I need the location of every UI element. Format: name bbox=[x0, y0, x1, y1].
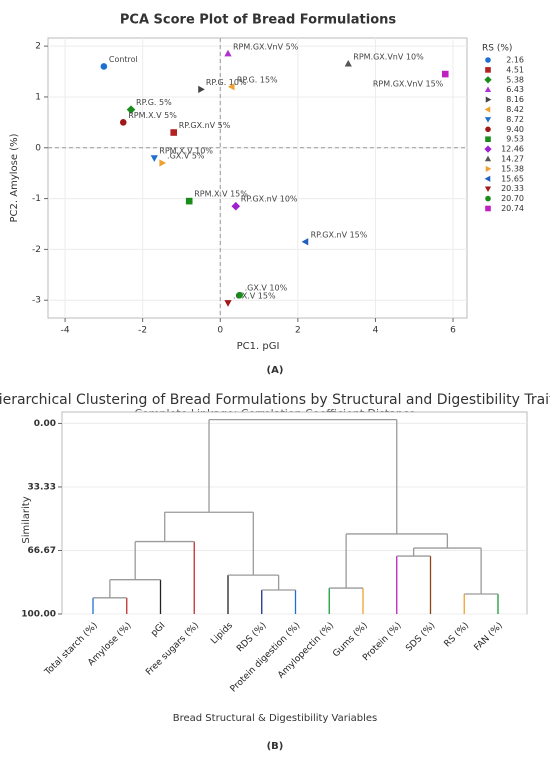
legend-label: 9.53 bbox=[506, 135, 524, 144]
leaf-label: FAN (%) bbox=[473, 621, 505, 653]
leaf-label: Total starch (%) bbox=[42, 621, 99, 678]
point-label: RP.G. 5% bbox=[136, 98, 172, 107]
x-tick-label: -2 bbox=[138, 326, 147, 336]
legend-label: 2.16 bbox=[506, 56, 524, 65]
point bbox=[484, 145, 492, 153]
y-tick-label: -3 bbox=[32, 296, 41, 306]
point bbox=[301, 238, 309, 246]
y-tick-label: -1 bbox=[32, 194, 41, 204]
y-tick-label: -2 bbox=[32, 245, 41, 255]
point bbox=[185, 197, 193, 205]
legend-label: 20.70 bbox=[501, 194, 524, 203]
panel-label: (A) bbox=[267, 365, 284, 376]
point-label: RPM.X.V 15% bbox=[194, 190, 248, 199]
point bbox=[119, 119, 127, 126]
point bbox=[485, 57, 491, 63]
leaf-label: RS (%) bbox=[443, 621, 472, 650]
point bbox=[484, 175, 491, 182]
legend-label: 4.51 bbox=[506, 65, 524, 74]
point bbox=[484, 76, 492, 84]
point bbox=[227, 83, 235, 91]
point-label: Control bbox=[109, 55, 138, 64]
point bbox=[484, 155, 492, 162]
x-tick-label: 6 bbox=[450, 326, 456, 336]
legend-label: 20.74 bbox=[501, 204, 524, 213]
point bbox=[484, 117, 492, 123]
y-tick-label: 2 bbox=[35, 42, 41, 52]
point bbox=[485, 67, 491, 73]
y-tick-label: 0 bbox=[35, 143, 41, 153]
point bbox=[170, 129, 177, 136]
chart-title: Hierarchical Clustering of Bread Formula… bbox=[0, 392, 550, 408]
y-tick-label: 0.00 bbox=[34, 419, 56, 429]
point bbox=[159, 159, 167, 167]
leaf-label: pGI bbox=[149, 621, 167, 639]
legend-label: 8.42 bbox=[506, 105, 524, 114]
point bbox=[485, 165, 492, 172]
y-axis-label: Similarity bbox=[21, 496, 32, 543]
point bbox=[485, 195, 491, 202]
panel-label: (B) bbox=[267, 741, 284, 752]
point-label: .GX.V 10% bbox=[245, 284, 288, 293]
leaf-label: RDS (%) bbox=[235, 621, 268, 654]
legend-label: 6.43 bbox=[506, 85, 524, 94]
y-tick-label: 1 bbox=[35, 92, 41, 102]
point bbox=[231, 201, 241, 211]
point bbox=[441, 70, 449, 78]
y-tick-label: 100.00 bbox=[21, 610, 56, 620]
point bbox=[344, 59, 352, 67]
point bbox=[485, 126, 491, 133]
x-tick-label: 4 bbox=[373, 326, 379, 336]
legend-label: 8.16 bbox=[506, 95, 524, 104]
point bbox=[484, 86, 492, 92]
legend-title: RS (%) bbox=[482, 44, 512, 54]
legend-label: 20.33 bbox=[501, 184, 524, 193]
legend-label: 5.38 bbox=[506, 75, 524, 84]
point bbox=[484, 106, 491, 113]
point bbox=[100, 63, 108, 70]
x-tick-label: -4 bbox=[61, 326, 70, 336]
point-label: .GX.V 5% bbox=[167, 152, 205, 161]
y-axis-label: PC2. Amylose (%) bbox=[9, 133, 20, 222]
legend-label: 9.40 bbox=[506, 125, 524, 134]
point bbox=[485, 96, 492, 103]
point bbox=[198, 85, 205, 93]
legend-label: 12.46 bbox=[501, 145, 524, 154]
chart-title: PCA Score Plot of Bread Formulations bbox=[120, 13, 396, 28]
point-label: RPM.X.V 10% bbox=[159, 146, 213, 155]
point-label: RP.G. 10% bbox=[206, 78, 247, 87]
point-label: RP.GX.nV 10% bbox=[241, 195, 298, 204]
point bbox=[485, 136, 491, 142]
point bbox=[150, 155, 158, 162]
point bbox=[126, 105, 136, 114]
point bbox=[224, 49, 232, 57]
x-axis-label: PC1. pGI bbox=[237, 341, 280, 352]
legend-label: 8.72 bbox=[506, 115, 524, 124]
point-label: RP.G. 15% bbox=[237, 75, 278, 84]
point-label: RPM.GX.VnV 15% bbox=[373, 80, 444, 89]
x-tick-label: 0 bbox=[217, 326, 223, 336]
legend-label: 15.65 bbox=[501, 174, 524, 183]
x-tick-label: 2 bbox=[295, 326, 301, 336]
point-label: RP.GX.nV 15% bbox=[311, 230, 368, 239]
leaf-label: Lipids bbox=[209, 621, 235, 647]
point bbox=[224, 300, 232, 307]
point-label: RPM.GX.VnV 10% bbox=[353, 52, 424, 61]
legend-label: 15.38 bbox=[501, 164, 524, 173]
leaf-label: SDS (%) bbox=[404, 621, 437, 654]
x-axis-label: Bread Structural & Digestibility Variabl… bbox=[173, 713, 378, 724]
point-label: RP.GX.nV 5% bbox=[179, 121, 231, 130]
y-tick-label: 33.33 bbox=[28, 482, 56, 492]
y-tick-label: 66.67 bbox=[28, 546, 56, 556]
point bbox=[484, 186, 492, 193]
point-label: .GX.V 15% bbox=[233, 291, 276, 300]
point bbox=[236, 291, 243, 299]
plot-area bbox=[47, 37, 468, 319]
plot-area bbox=[61, 411, 528, 615]
legend-label: 14.27 bbox=[501, 155, 524, 164]
point bbox=[485, 205, 491, 212]
point-label: RPM.X.V 5% bbox=[128, 111, 177, 120]
point-label: RPM.GX.VnV 5% bbox=[233, 42, 299, 51]
